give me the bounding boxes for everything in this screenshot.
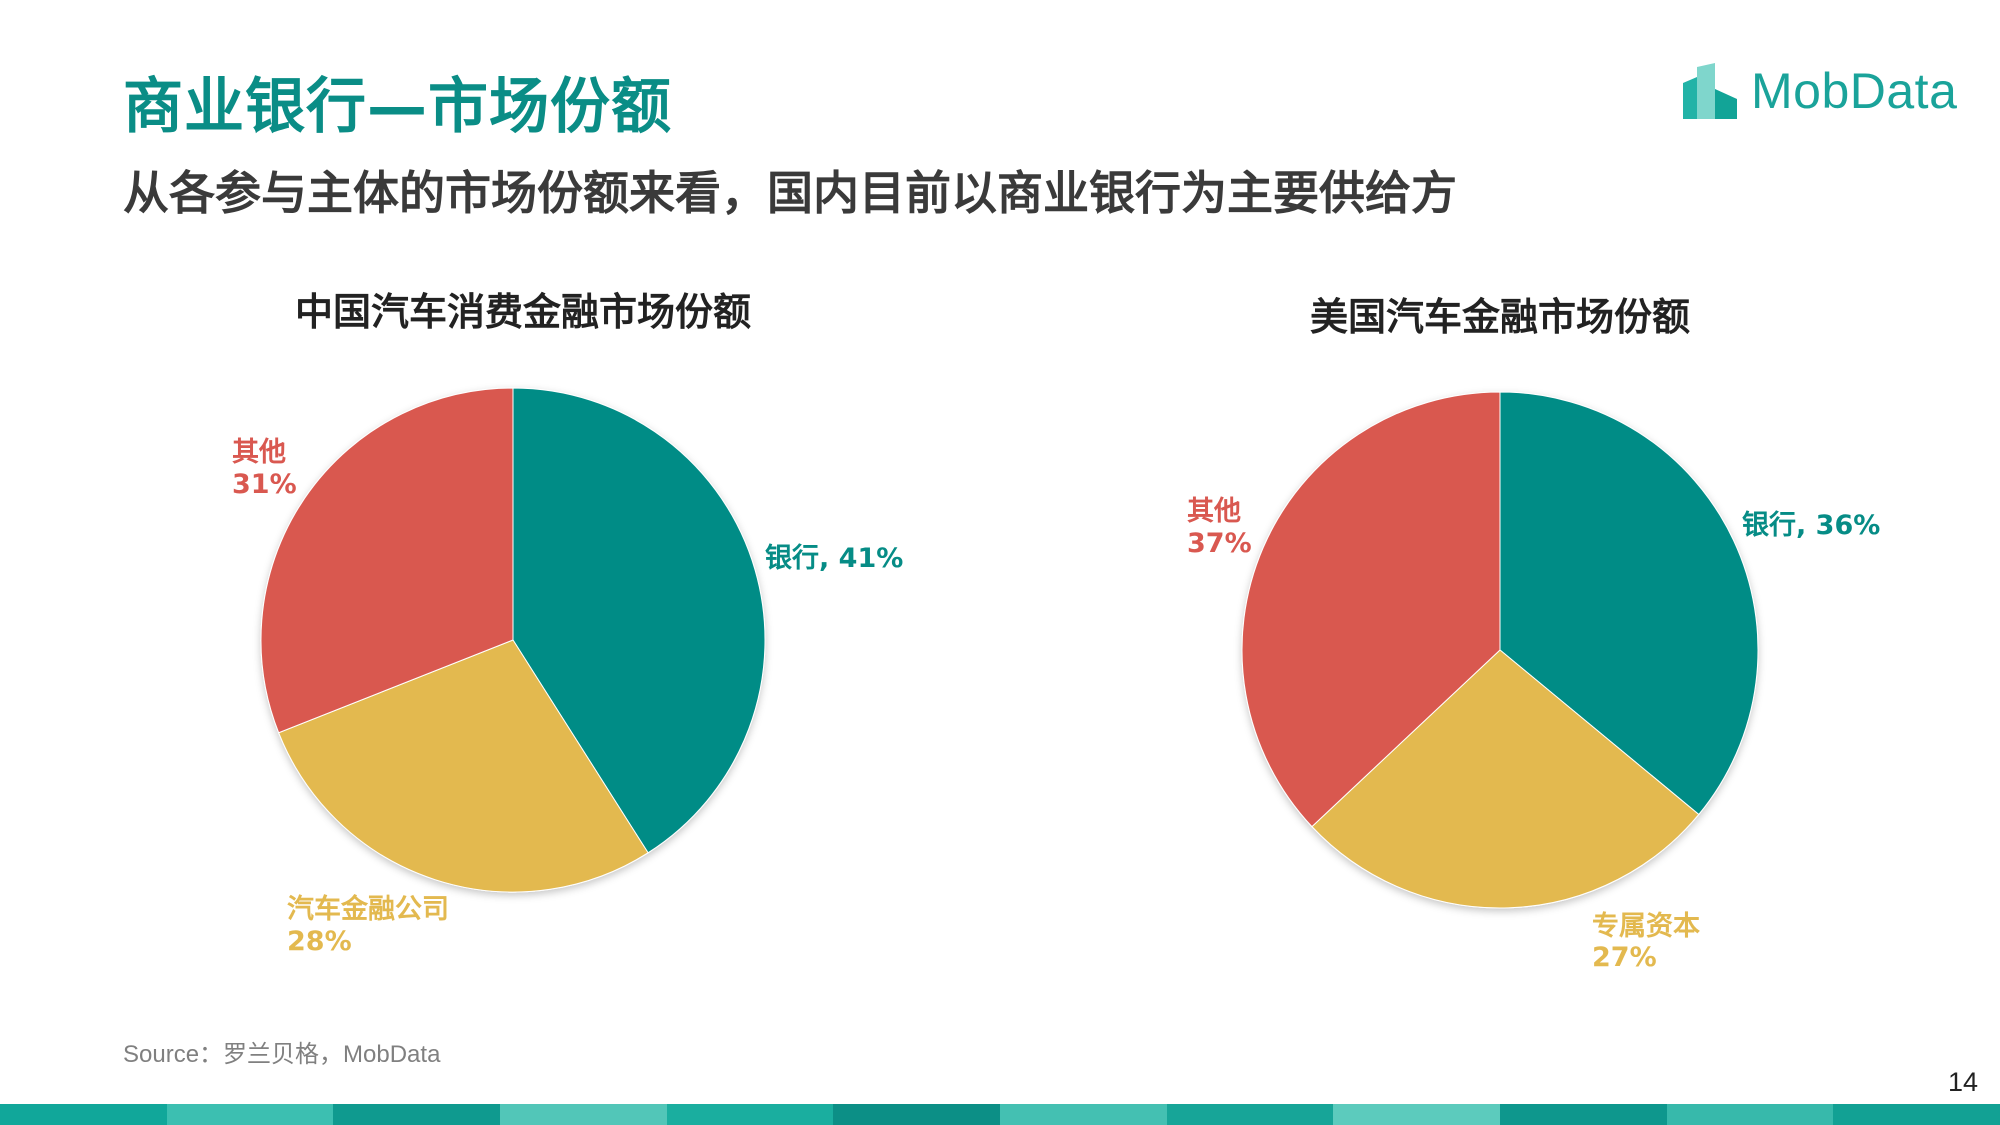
china-label-auto-finance-name: 汽车金融公司 bbox=[287, 893, 449, 925]
china-slice-other bbox=[260, 387, 514, 734]
source-note: Source：罗兰贝格，MobData bbox=[123, 1041, 441, 1068]
usa-slice-bank bbox=[1499, 391, 1759, 816]
page-title: 商业银行—市场份额 bbox=[123, 72, 672, 142]
page-subtitle: 从各参与主体的市场份额来看，国内目前以商业银行为主要供给方 bbox=[123, 166, 1457, 220]
china-label-auto-finance-value: 28% bbox=[287, 926, 352, 957]
usa-label-bank: 银行, 36% bbox=[1742, 509, 1880, 541]
usa-label-captive-finance-name: 专属资本 bbox=[1592, 911, 1700, 942]
mobdata-logo: MobData bbox=[1683, 56, 1957, 126]
china-label-other-value: 31% bbox=[232, 469, 297, 500]
footer-color-bar bbox=[0, 1104, 2000, 1125]
china-chart-title: 中国汽车消费金融市场份额 bbox=[295, 290, 751, 334]
china-slice-auto-finance bbox=[278, 639, 649, 893]
china-label-bank: 银行, 41% bbox=[765, 542, 903, 574]
china-label-other-name: 其他 bbox=[232, 437, 286, 468]
usa-label-other-name: 其他 bbox=[1187, 496, 1241, 527]
usa-slice-other bbox=[1241, 391, 1501, 828]
logo-text: MobData bbox=[1751, 63, 1958, 119]
usa-label-other-value: 37% bbox=[1187, 528, 1252, 559]
mobdata-building-logo-icon bbox=[1683, 63, 1737, 119]
usa-slice-captive-finance bbox=[1311, 649, 1700, 909]
china-pie-chart: 中国汽车消费金融市场份额 银行, 41% 汽车金融公司 28% 其他 31% bbox=[232, 290, 903, 957]
china-slice-bank bbox=[512, 387, 766, 854]
page-number: 14 bbox=[1947, 1067, 1978, 1097]
usa-pie-chart: 美国汽车金融市场份额 银行, 36% 专属资本 27% 其他 37% bbox=[1187, 295, 1880, 973]
usa-label-captive-finance-value: 27% bbox=[1592, 942, 1657, 973]
usa-chart-title: 美国汽车金融市场份额 bbox=[1310, 295, 1690, 339]
